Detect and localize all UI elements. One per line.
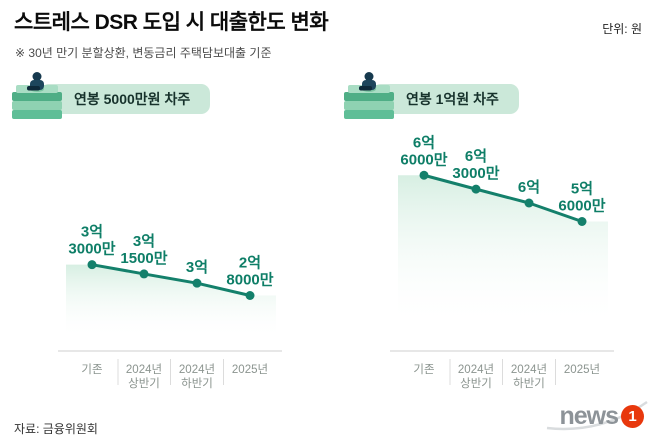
x-tick-label: 2024년: [126, 363, 162, 376]
data-point: [577, 217, 587, 226]
chart-panel-salary-50m: 연봉 5000만원 차주 3억 3000만 3억 1500만 3억 2억 8000만 기존 20…: [8, 72, 320, 417]
value-label: 3000만: [452, 165, 499, 182]
value-label: 6000만: [400, 151, 447, 168]
value-label: 5억: [571, 180, 593, 198]
value-label: 6억: [518, 178, 540, 196]
area-fill: [66, 264, 276, 350]
x-tick-label: 기존: [81, 363, 102, 376]
page-title: 스트레스 DSR 도입 시 대출한도 변화: [14, 11, 329, 34]
data-point: [524, 198, 534, 208]
news1-logo: news 1: [547, 400, 649, 431]
logo-text: news: [559, 402, 619, 430]
area-fill: [398, 175, 608, 350]
x-tick-label: 2024년: [179, 363, 215, 376]
logo-badge: 1: [621, 405, 644, 428]
x-tick-label: 하반기: [181, 376, 213, 390]
chart-title-badge: 연봉 1억원 차주: [372, 84, 519, 114]
chart-panel-salary-100m: 연봉 1억원 차주 6억 6000만 6억 3000만 6억 5억 6000만 기존 2024년…: [340, 72, 652, 417]
x-tick-label: 2024년: [511, 363, 547, 376]
chart-title-badge: 연봉 5000만원 차주: [40, 84, 211, 114]
panel-header: 연봉 5000만원 차주: [10, 72, 211, 122]
x-tick-label: 기존: [413, 363, 434, 376]
chart-title: 연봉 5000만원 차주: [74, 91, 191, 107]
data-point: [471, 184, 481, 194]
data-point: [87, 260, 97, 270]
trend-line: [422, 173, 584, 223]
value-label: 3억: [81, 223, 103, 241]
x-tick-label: 상반기: [460, 377, 492, 390]
value-label: 3억: [186, 258, 208, 276]
panel-header: 연봉 1억원 차주: [342, 72, 519, 122]
source-label: 자료: 금융위원회: [14, 422, 98, 436]
x-tick-label: 2025년: [564, 363, 600, 376]
x-tick-label: 하반기: [513, 376, 545, 390]
trend-line: [90, 263, 252, 297]
value-label: 3억: [133, 232, 155, 250]
value-label: 6000만: [558, 198, 605, 215]
chart-title: 연봉 1억원 차주: [406, 91, 499, 107]
money-stack-icon: [12, 72, 62, 119]
data-point: [419, 170, 429, 180]
x-tick-label: 2024년: [458, 363, 494, 376]
value-label: 6억: [465, 147, 487, 165]
value-label: 6억: [413, 133, 435, 151]
x-tick-label: 상반기: [128, 377, 160, 390]
data-point: [245, 291, 255, 300]
subtitle-note: ※ 30년 만기 분할상환, 변동금리 주택담보대출 기준: [15, 46, 272, 60]
data-point: [139, 269, 149, 279]
value-label: 1500만: [120, 250, 167, 267]
value-label: 8000만: [226, 272, 273, 289]
unit-label: 단위: 원: [602, 22, 642, 36]
x-tick-label: 2025년: [232, 363, 268, 376]
value-label: 2억: [239, 254, 261, 272]
value-label: 3000만: [68, 241, 115, 258]
money-stack-icon: [344, 72, 394, 119]
data-point: [192, 278, 202, 288]
